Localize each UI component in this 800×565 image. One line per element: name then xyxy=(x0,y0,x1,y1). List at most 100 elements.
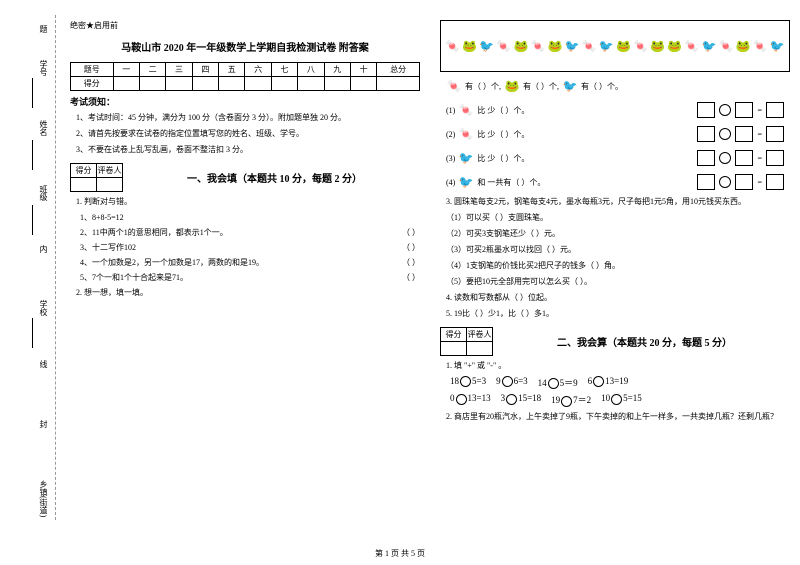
n: 19 xyxy=(551,395,560,405)
n: 6=3 xyxy=(514,376,528,386)
th: 二 xyxy=(139,63,165,77)
score-mini-table: 得分评卷人 xyxy=(70,163,123,192)
b-q1-stem: 1. 填 "+" 或 "-" 。 xyxy=(440,360,790,372)
sidebar-label: 学号 xyxy=(38,60,49,76)
b-q2: 2. 商店里有20瓶汽水，上午卖掉了9瓶，下午卖掉的和上午一样多，一共卖掉几瓶？… xyxy=(440,411,790,423)
sidebar-label: 乡镇(街道) xyxy=(38,480,49,517)
th: 一 xyxy=(113,63,139,77)
mini-c2: 评卷人 xyxy=(467,328,493,342)
section-a-head: 得分评卷人 一、我会填（本题共 10 分，每题 2 分） xyxy=(70,163,420,192)
n: 14 xyxy=(538,378,547,388)
table-row: 题号 一 二 三 四 五 六 七 八 九 十 总分 xyxy=(71,63,420,77)
fill-row-2: 013=13 315=18 197＝2 105=15 xyxy=(440,393,790,406)
frog-icon: 🐸 xyxy=(667,38,683,54)
cmp-text: 比 少（ ）个。 xyxy=(477,105,529,116)
q3-sub: （5）要把10元全部用完可以怎么买（ ）。 xyxy=(440,276,790,288)
candy-icon: 🍬 xyxy=(496,38,512,54)
n: 9 xyxy=(496,376,501,386)
sidebar-label: 姓名 xyxy=(38,120,49,136)
count-text: 有（ ）个, xyxy=(523,81,559,92)
n: 18 xyxy=(450,376,459,386)
equation-boxes: = xyxy=(697,102,784,118)
bird-icon: 🐦 xyxy=(458,174,474,190)
sidebar-label: 线 xyxy=(38,360,49,368)
th: 六 xyxy=(245,63,271,77)
cmp-text: 和 一共有（ ）个。 xyxy=(477,177,545,188)
sidebar-label: 学校 xyxy=(38,300,49,316)
th: 七 xyxy=(271,63,297,77)
equation-boxes: = xyxy=(697,174,784,190)
q5: 5. 19比（ ）少1，比（ ）多1。 xyxy=(440,308,790,320)
vline xyxy=(32,140,33,170)
th: 总分 xyxy=(377,63,420,77)
section-a-title: 一、我会填（本题共 10 分，每题 2 分） xyxy=(129,170,420,185)
q1-item: 3、十二写作102（ ） xyxy=(70,242,420,253)
bird-icon: 🐦 xyxy=(701,38,717,54)
q-text: 4、一个加数是2，另一个加数是17，两数的和是19。 xyxy=(80,257,264,268)
cmp-text: 比 少（ ）个。 xyxy=(477,129,529,140)
count-text: 有（ ）个。 xyxy=(581,81,623,92)
candy-icon: 🍬 xyxy=(458,102,474,118)
vline xyxy=(32,318,33,348)
sidebar-label: 封 xyxy=(38,420,49,428)
idx: (4) xyxy=(446,178,455,187)
q1-item: 5、7个一和1个十合起来是71。（ ） xyxy=(70,272,420,283)
right-column: 🍬 🐸 🐦 🍬 🐸 🍬 🐸 🐦 🍬 🐦 🐸 🍬 🐸 🐸 🍬 🐦 🍬 🐸 🍬 🐦 … xyxy=(440,20,790,530)
frog-icon: 🐸 xyxy=(462,38,478,54)
frog-icon: 🐸 xyxy=(547,38,563,54)
notice-heading: 考试须知： xyxy=(70,95,420,108)
th: 五 xyxy=(219,63,245,77)
frog-icon: 🐸 xyxy=(513,38,529,54)
n: 7＝2 xyxy=(573,395,591,405)
count-text: 有（ ）个, xyxy=(465,81,501,92)
n: 5＝9 xyxy=(560,378,578,388)
n: 6 xyxy=(588,376,593,386)
cmp-text: 比 少（ ）个。 xyxy=(477,153,529,164)
n: 0 xyxy=(450,393,455,403)
paren: （ ） xyxy=(402,227,420,238)
candy-icon: 🍬 xyxy=(445,38,461,54)
equation-boxes: = xyxy=(697,150,784,166)
mini-c2: 评卷人 xyxy=(97,164,123,178)
dash-line xyxy=(55,15,56,520)
frog-icon: 🐸 xyxy=(504,78,520,94)
notice-item: 2、请首先按要求在试卷的指定位置填写您的姓名、班级、学号。 xyxy=(70,128,420,140)
equation-boxes: = xyxy=(697,126,784,142)
mini-c1: 得分 xyxy=(441,328,467,342)
score-table: 题号 一 二 三 四 五 六 七 八 九 十 总分 得分 xyxy=(70,62,420,91)
score-mini-table: 得分评卷人 xyxy=(440,327,493,356)
candy-icon: 🍬 xyxy=(752,38,768,54)
bird-icon: 🐦 xyxy=(479,38,495,54)
binding-sidebar: 题 学号 姓名 班级 内 学校 线 封 乡镇(街道) xyxy=(0,0,60,530)
candy-icon: 🍬 xyxy=(530,38,546,54)
paren: （ ） xyxy=(402,272,420,283)
q1-item: 2、11中两个1的意思相同，都表示1个一。 （ ） xyxy=(70,227,420,238)
picture-box: 🍬 🐸 🐦 🍬 🐸 🍬 🐸 🐦 🍬 🐦 🐸 🍬 🐸 🐸 🍬 🐦 🍬 🐸 🍬 🐦 xyxy=(440,20,790,72)
q-text: 2、11中两个1的意思相同，都表示1个一。 xyxy=(80,227,228,238)
sidebar-label: 题 xyxy=(38,25,49,33)
n: 5=3 xyxy=(472,376,486,386)
candy-icon: 🍬 xyxy=(458,126,474,142)
idx: (1) xyxy=(446,106,455,115)
vline xyxy=(32,78,33,108)
candy-icon: 🍬 xyxy=(581,38,597,54)
frog-icon: 🐸 xyxy=(650,38,666,54)
th: 四 xyxy=(192,63,218,77)
frog-icon: 🐸 xyxy=(615,38,631,54)
bird-icon: 🐦 xyxy=(458,150,474,166)
page-content: 绝密★启用前 马鞍山市 2020 年一年级数学上学期自我检测试卷 附答案 题号 … xyxy=(70,20,790,530)
q3-stem: 3. 圆珠笔每支2元，钢笔每支4元，墨水每瓶3元，尺子每把1元5角，用10元钱买… xyxy=(440,196,790,208)
sidebar-label: 班级 xyxy=(38,185,49,201)
q4: 4. 读数和写数都从（ ）位起。 xyxy=(440,292,790,304)
th: 十 xyxy=(350,63,376,77)
notice-item: 3、不要在试卷上乱写乱画，卷面不整洁扣 3 分。 xyxy=(70,144,420,156)
candy-icon: 🍬 xyxy=(718,38,734,54)
compare-row: (4) 🐦 和 一共有（ ）个。 = xyxy=(446,174,790,190)
frog-icon: 🐸 xyxy=(735,38,751,54)
bird-icon: 🐦 xyxy=(769,38,785,54)
secret-label: 绝密★启用前 xyxy=(70,20,420,31)
left-column: 绝密★启用前 马鞍山市 2020 年一年级数学上学期自我检测试卷 附答案 题号 … xyxy=(70,20,420,530)
n: 10 xyxy=(601,393,610,403)
section-b-title: 二、我会算（本题共 20 分，每题 5 分） xyxy=(499,334,790,349)
th: 题号 xyxy=(71,63,114,77)
